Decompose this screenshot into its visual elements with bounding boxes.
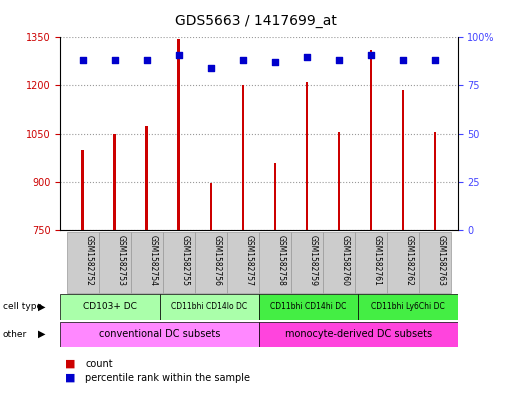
Bar bbox=[259, 294, 358, 320]
Bar bbox=[402, 90, 404, 230]
Bar bbox=[131, 232, 163, 293]
Bar bbox=[145, 126, 148, 230]
Bar bbox=[291, 232, 323, 293]
Point bbox=[238, 57, 247, 64]
Bar bbox=[81, 150, 84, 230]
Bar bbox=[259, 232, 291, 293]
Text: ▶: ▶ bbox=[38, 329, 45, 339]
Text: GSM1582762: GSM1582762 bbox=[405, 235, 414, 286]
Point bbox=[78, 57, 87, 64]
Text: GSM1582757: GSM1582757 bbox=[244, 235, 254, 286]
Text: conventional DC subsets: conventional DC subsets bbox=[99, 329, 220, 339]
Bar bbox=[99, 232, 131, 293]
Text: percentile rank within the sample: percentile rank within the sample bbox=[85, 373, 250, 383]
Text: GSM1582756: GSM1582756 bbox=[212, 235, 221, 286]
Text: GSM1582759: GSM1582759 bbox=[309, 235, 317, 286]
Point bbox=[399, 57, 407, 64]
Text: GSM1582753: GSM1582753 bbox=[116, 235, 125, 286]
Bar bbox=[358, 294, 458, 320]
Bar bbox=[434, 132, 437, 230]
Text: cell type: cell type bbox=[3, 303, 42, 311]
Text: GDS5663 / 1417699_at: GDS5663 / 1417699_at bbox=[175, 14, 337, 28]
Point bbox=[431, 57, 439, 64]
Bar bbox=[387, 232, 419, 293]
Bar bbox=[160, 294, 259, 320]
Bar bbox=[177, 39, 180, 230]
Bar bbox=[419, 232, 451, 293]
Bar bbox=[338, 132, 340, 230]
Text: CD103+ DC: CD103+ DC bbox=[83, 303, 137, 311]
Text: GSM1582755: GSM1582755 bbox=[180, 235, 189, 286]
Bar bbox=[355, 232, 387, 293]
Text: CD11bhi Ly6Chi DC: CD11bhi Ly6Chi DC bbox=[371, 303, 445, 311]
Text: GSM1582760: GSM1582760 bbox=[340, 235, 349, 286]
Text: GSM1582761: GSM1582761 bbox=[373, 235, 382, 286]
Point bbox=[110, 57, 119, 64]
Text: CD11bhi CD14lo DC: CD11bhi CD14lo DC bbox=[171, 303, 247, 311]
Bar bbox=[210, 184, 212, 230]
Bar bbox=[113, 134, 116, 230]
Point bbox=[175, 51, 183, 58]
Bar bbox=[60, 294, 160, 320]
Point bbox=[142, 57, 151, 64]
Bar bbox=[60, 322, 259, 347]
Bar bbox=[242, 85, 244, 230]
Bar bbox=[227, 232, 259, 293]
Bar bbox=[195, 232, 227, 293]
Text: ■: ■ bbox=[65, 358, 76, 369]
Text: GSM1582754: GSM1582754 bbox=[149, 235, 157, 286]
Text: count: count bbox=[85, 358, 113, 369]
Text: ■: ■ bbox=[65, 373, 76, 383]
Bar bbox=[259, 322, 458, 347]
Bar bbox=[305, 82, 308, 230]
Point bbox=[367, 51, 376, 58]
Point bbox=[303, 53, 311, 60]
Text: GSM1582758: GSM1582758 bbox=[277, 235, 286, 286]
Bar bbox=[274, 162, 276, 230]
Bar bbox=[323, 232, 355, 293]
Bar bbox=[163, 232, 195, 293]
Point bbox=[271, 59, 279, 66]
Text: CD11bhi CD14hi DC: CD11bhi CD14hi DC bbox=[270, 303, 347, 311]
Point bbox=[335, 57, 343, 64]
Bar bbox=[370, 50, 372, 230]
Point bbox=[207, 65, 215, 71]
Bar bbox=[66, 232, 99, 293]
Text: monocyte-derived DC subsets: monocyte-derived DC subsets bbox=[285, 329, 432, 339]
Text: GSM1582752: GSM1582752 bbox=[84, 235, 93, 286]
Text: other: other bbox=[3, 330, 27, 339]
Text: GSM1582763: GSM1582763 bbox=[437, 235, 446, 286]
Text: ▶: ▶ bbox=[38, 302, 45, 312]
